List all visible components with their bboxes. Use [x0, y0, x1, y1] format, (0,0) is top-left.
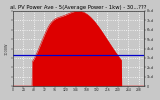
Y-axis label: 1000W: 1000W [5, 42, 9, 55]
Title: al. PV Power Ave - 5(Average Power - 1kw) - 30...???: al. PV Power Ave - 5(Average Power - 1kw… [10, 5, 147, 10]
